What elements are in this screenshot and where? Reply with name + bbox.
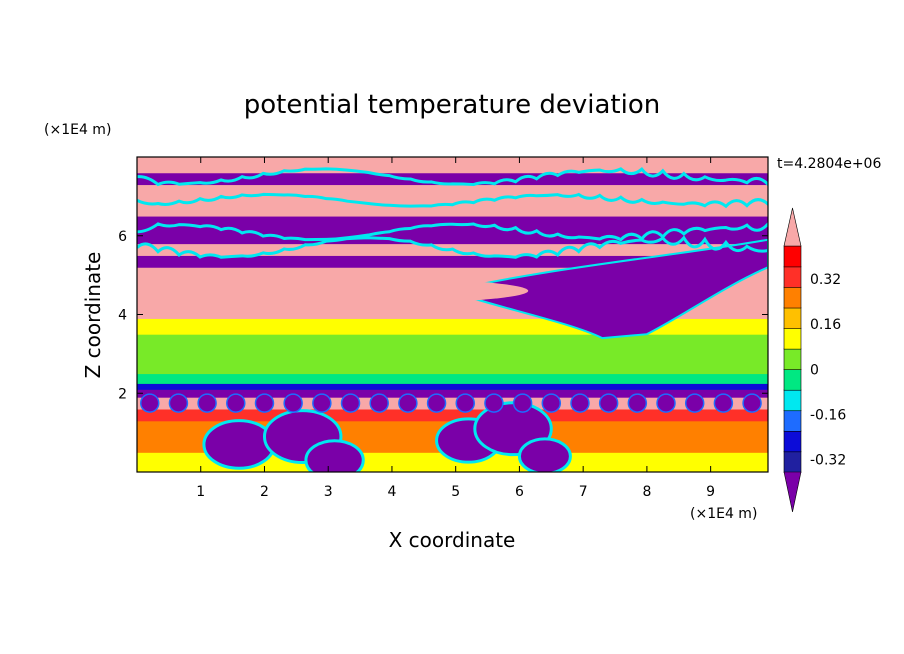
filament-2 bbox=[137, 235, 768, 259]
colorbar-segment bbox=[783, 389, 802, 412]
x-axis-label: X coordinate bbox=[389, 528, 516, 552]
colorbar-segment bbox=[783, 286, 802, 309]
colorbar-extend-bottom bbox=[783, 471, 802, 513]
time-label: t=4.2804e+06 bbox=[777, 156, 881, 172]
colorbar-tick-label: 0.32 bbox=[810, 272, 841, 288]
colorbar-tick-label: -0.16 bbox=[810, 407, 846, 423]
y-tick-label: 6 bbox=[118, 229, 127, 245]
colorbar-segment bbox=[783, 451, 802, 473]
billow bbox=[598, 393, 619, 413]
chart-title: potential temperature deviation bbox=[244, 90, 660, 120]
billow bbox=[254, 393, 275, 413]
billow bbox=[197, 393, 217, 413]
filament-1 bbox=[137, 192, 768, 209]
colorbar-segment bbox=[783, 368, 802, 391]
warm-blob bbox=[137, 276, 529, 305]
x-tick-label: 9 bbox=[706, 484, 715, 500]
colorbar-segment bbox=[783, 410, 802, 432]
colorbar-tick-label: -0.32 bbox=[810, 453, 846, 469]
contour-layer-0 bbox=[137, 464, 768, 472]
contour-layer-6 bbox=[137, 389, 768, 398]
colorbar-segment bbox=[783, 245, 802, 268]
billow bbox=[484, 393, 504, 413]
billow bbox=[742, 393, 762, 413]
cold-eddy-2 bbox=[304, 439, 365, 472]
contour-layer-8 bbox=[137, 373, 768, 384]
x-tick-label: 3 bbox=[324, 484, 333, 500]
contour-layer-19 bbox=[137, 172, 768, 186]
x-tick-label: 1 bbox=[196, 484, 205, 500]
billow bbox=[426, 393, 447, 413]
x-axis-ticks: 1 2 3 4 5 6 7 8 9 bbox=[196, 157, 715, 500]
cold-eddy-0 bbox=[202, 419, 276, 470]
y-tick-label: 2 bbox=[118, 386, 127, 402]
contour-layer-11 bbox=[137, 334, 768, 343]
colorbar: 0.32 0.16 0 -0.16 -0.32 bbox=[783, 207, 846, 513]
billow bbox=[684, 393, 705, 413]
x-tick-label: 5 bbox=[451, 484, 460, 500]
billow bbox=[139, 393, 160, 413]
billow bbox=[713, 393, 734, 413]
y-axis-ticks: 2 4 6 bbox=[118, 229, 768, 402]
colorbar-segment bbox=[783, 348, 802, 370]
filament-0 bbox=[137, 221, 768, 242]
contour-layer-12 bbox=[137, 318, 768, 335]
x-unit-label: (×1E4 m) bbox=[690, 506, 757, 522]
billow bbox=[312, 393, 332, 413]
colorbar-tick-label: 0.16 bbox=[810, 317, 841, 333]
contour-layer-10 bbox=[137, 342, 768, 359]
x-tick-label: 7 bbox=[579, 484, 588, 500]
x-tick-label: 4 bbox=[387, 484, 396, 500]
cold-eddy-5 bbox=[517, 437, 572, 472]
plot-area bbox=[136, 156, 769, 473]
billow bbox=[541, 393, 562, 413]
contour-layer-18 bbox=[137, 184, 768, 217]
billow bbox=[340, 393, 361, 413]
colorbar-segment bbox=[783, 327, 802, 350]
colorbar-extend-top bbox=[783, 207, 802, 247]
billow bbox=[398, 393, 418, 413]
billow bbox=[627, 393, 648, 413]
contour-features bbox=[137, 167, 768, 472]
x-tick-label: 2 bbox=[260, 484, 269, 500]
billow bbox=[570, 393, 590, 413]
billow bbox=[168, 393, 189, 413]
cold-intrusion bbox=[445, 238, 768, 340]
x-tick-label: 6 bbox=[515, 484, 524, 500]
colorbar-segment bbox=[783, 430, 802, 453]
y-tick-label: 4 bbox=[118, 308, 127, 324]
colorbar-tick-label: 0 bbox=[810, 362, 819, 378]
billow bbox=[283, 393, 303, 413]
y-unit-label: (×1E4 m) bbox=[44, 122, 111, 138]
billow bbox=[656, 393, 676, 413]
colorbar-segment bbox=[783, 307, 802, 329]
filament-3 bbox=[137, 167, 768, 187]
billow bbox=[512, 393, 533, 413]
x-tick-label: 8 bbox=[642, 484, 651, 500]
contour-layer-7 bbox=[137, 383, 768, 390]
contour-layer-20 bbox=[137, 157, 768, 174]
contour-layer-9 bbox=[137, 357, 768, 375]
colorbar-segment bbox=[783, 266, 802, 288]
contour-field bbox=[137, 157, 768, 472]
y-axis-label: Z coordinate bbox=[81, 252, 105, 379]
billow bbox=[226, 393, 246, 413]
billow bbox=[369, 393, 389, 413]
billow bbox=[455, 393, 475, 413]
